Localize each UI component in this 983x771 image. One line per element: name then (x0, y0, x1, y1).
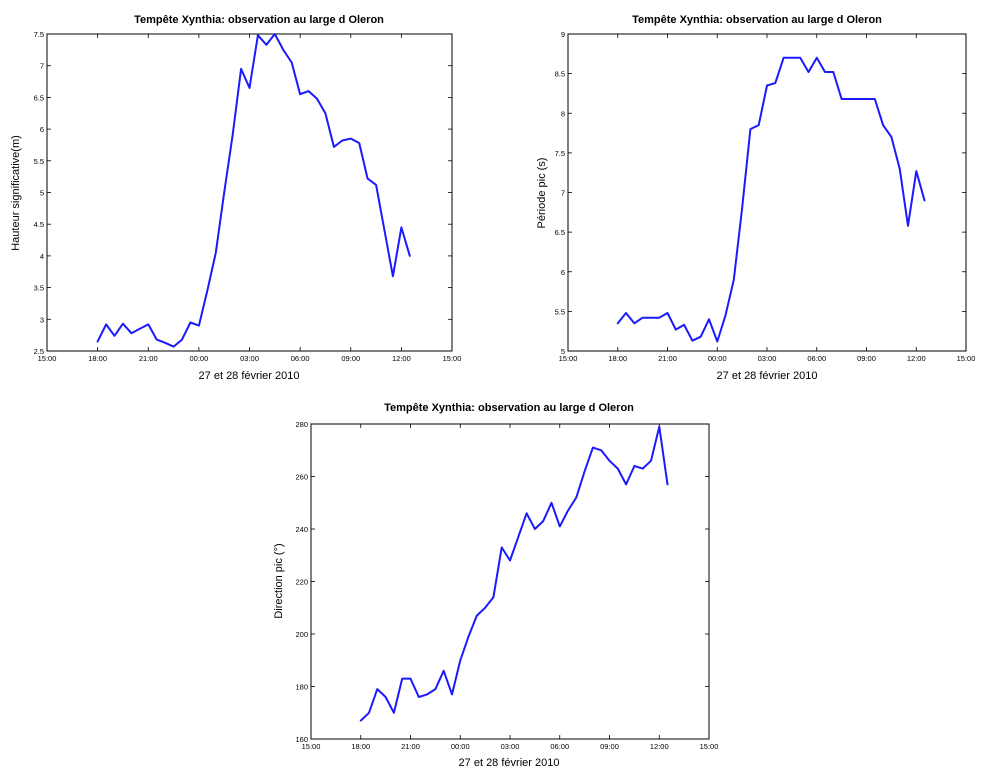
y-tick-label: 220 (295, 578, 308, 587)
x-axis: 15:00 18:00 21:00 00:00 03:00 06:00 09:00 12:00… (38, 34, 462, 363)
x-tick-label: 06:00 (807, 354, 826, 363)
y-tick-label: 4.5 (34, 220, 44, 229)
chart-peak-period: Tempête Xynthia: observation au large d … (536, 14, 975, 382)
x-tick-label: 06:00 (550, 742, 569, 751)
x-tick-label: 21:00 (139, 354, 158, 363)
chart-wave-height: Tempête Xynthia: observation au large d … (10, 14, 461, 382)
y-tick-label: 9 (561, 30, 565, 39)
y-axis-label: Direction pic (°) (273, 543, 285, 618)
chart-title: Tempête Xynthia: observation au large d … (632, 14, 882, 26)
series-line (359, 425, 669, 722)
y-tick-label: 260 (295, 473, 308, 482)
chart-peak-direction: Tempête Xynthia: observation au large d … (273, 402, 718, 769)
x-axis-label: 27 et 28 février 2010 (459, 757, 560, 769)
y-tick-label: 7 (561, 189, 565, 198)
x-tick-label: 12:00 (392, 354, 411, 363)
y-tick-label: 7 (40, 62, 44, 71)
y-axis: 160 180 200 220 240 260 280 (295, 420, 709, 744)
x-tick-label: 15:00 (700, 742, 719, 751)
x-tick-label: 09:00 (341, 354, 360, 363)
y-tick-label: 6 (40, 125, 44, 134)
chart-title: Tempête Xynthia: observation au large d … (134, 14, 384, 26)
x-tick-label: 12:00 (907, 354, 926, 363)
y-tick-label: 160 (295, 735, 308, 744)
y-tick-label: 3 (40, 315, 44, 324)
y-tick-label: 6.5 (34, 93, 44, 102)
y-tick-label: 2.5 (34, 347, 44, 356)
y-tick-label: 8 (561, 109, 565, 118)
plot-area (567, 33, 967, 352)
y-tick-label: 8.5 (555, 70, 565, 79)
series-group (96, 33, 411, 348)
x-tick-label: 06:00 (291, 354, 310, 363)
x-axis-label: 27 et 28 février 2010 (199, 370, 300, 382)
y-axis-label: Hauteur significative(m) (10, 135, 22, 251)
y-tick-label: 280 (295, 420, 308, 429)
y-tick-label: 4 (40, 252, 44, 261)
y-tick-label: 5.5 (34, 157, 44, 166)
x-tick-label: 21:00 (401, 742, 420, 751)
y-tick-label: 7.5 (555, 149, 565, 158)
x-tick-label: 00:00 (708, 354, 727, 363)
y-tick-label: 7.5 (34, 30, 44, 39)
y-axis: 2.5 3 3.5 4 4.5 5 5.5 6 6.5 7 7.5 (34, 30, 452, 356)
series-line (616, 56, 926, 343)
series-group (359, 425, 669, 722)
x-tick-label: 15:00 (443, 354, 462, 363)
y-tick-label: 6.5 (555, 228, 565, 237)
x-tick-label: 18:00 (608, 354, 627, 363)
x-tick-label: 18:00 (88, 354, 107, 363)
y-tick-label: 3.5 (34, 284, 44, 293)
x-axis: 15:00 18:00 21:00 00:00 03:00 06:00 09:00 12:00… (302, 424, 719, 751)
series-group (616, 56, 926, 343)
y-tick-label: 180 (295, 683, 308, 692)
x-tick-label: 03:00 (758, 354, 777, 363)
x-tick-label: 21:00 (658, 354, 677, 363)
x-tick-label: 15:00 (38, 354, 57, 363)
y-axis-label: Période pic (s) (536, 158, 548, 229)
x-tick-label: 18:00 (351, 742, 370, 751)
plot-area (46, 33, 453, 352)
chart-title: Tempête Xynthia: observation au large d … (384, 402, 634, 414)
x-tick-label: 15:00 (302, 742, 321, 751)
x-tick-label: 09:00 (857, 354, 876, 363)
x-tick-label: 09:00 (600, 742, 619, 751)
x-tick-label: 03:00 (240, 354, 259, 363)
x-axis: 15:00 18:00 21:00 00:00 03:00 06:00 09:00 12:00… (559, 34, 976, 363)
x-tick-label: 00:00 (189, 354, 208, 363)
y-tick-label: 200 (295, 630, 308, 639)
y-tick-label: 6 (561, 268, 565, 277)
y-tick-label: 5 (561, 347, 565, 356)
x-tick-label: 12:00 (650, 742, 669, 751)
series-line (96, 33, 411, 348)
x-tick-label: 00:00 (451, 742, 470, 751)
y-tick-label: 240 (295, 525, 308, 534)
plot-area (310, 423, 710, 740)
x-tick-label: 15:00 (957, 354, 976, 363)
y-tick-label: 5 (40, 189, 44, 198)
x-tick-label: 03:00 (501, 742, 520, 751)
x-axis-label: 27 et 28 février 2010 (717, 370, 818, 382)
x-tick-label: 15:00 (559, 354, 578, 363)
y-tick-label: 5.5 (555, 307, 565, 316)
y-axis: 5 5.5 6 6.5 7 7.5 8 8.5 9 (555, 30, 966, 356)
